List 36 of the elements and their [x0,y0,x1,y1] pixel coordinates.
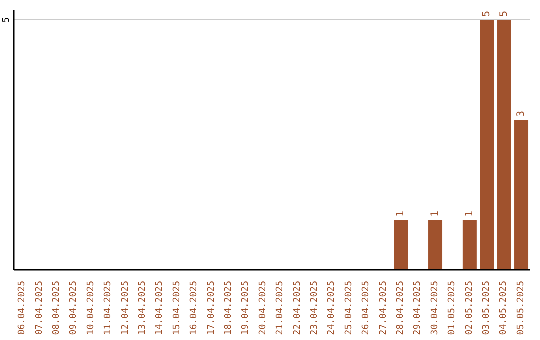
x-tick-label: 19.04.2025 [241,281,252,336]
x-tick-label: 14.04.2025 [155,281,166,336]
data-label: 1 [464,210,476,217]
x-tick-label: 13.04.2025 [138,281,148,336]
x-tick-label: 04.05.2025 [499,281,510,336]
x-tick-label: 25.04.2025 [344,281,354,336]
x-tick-label: 26.04.2025 [362,281,372,336]
x-tick-label: 21.04.2025 [276,281,286,336]
x-tick-label: 29.04.2025 [413,281,424,336]
data-label: 5 [482,10,493,17]
x-tick-label: 20.04.2025 [258,281,268,336]
x-tick-label: 17.04.2025 [206,281,217,336]
x-tick-label: 28.04.2025 [396,281,406,336]
x-tick-label: 23.04.2025 [310,281,320,336]
data-label: 1 [430,210,442,217]
x-tick-label: 15.04.2025 [172,281,182,336]
x-tick-label: 08.04.2025 [52,281,62,336]
x-tick-label: 27.04.2025 [378,281,389,336]
data-label: 3 [516,110,528,117]
x-tick-label: 11.04.2025 [104,281,114,336]
x-tick-label: 01.05.2025 [448,281,458,336]
x-tick-label: 22.04.2025 [292,281,303,336]
x-tick-label: 30.04.2025 [430,281,440,336]
x-tick-label: 07.04.2025 [34,281,45,336]
x-tick-label: 12.04.2025 [120,281,131,336]
x-tick-label: 16.04.2025 [190,281,200,336]
x-tick-label: 05.05.2025 [516,281,526,336]
x-tick-label: 09.04.2025 [69,281,80,336]
x-tick-label: 24.04.2025 [327,281,338,336]
x-tick-label: 03.05.2025 [482,281,492,336]
x-tick-label: 10.04.2025 [86,281,96,336]
x-tick-label: 02.05.2025 [464,281,475,336]
x-tick-label: 18.04.2025 [224,281,234,336]
x-tick-label: 06.04.2025 [18,281,28,336]
data-label: 5 [498,10,510,17]
data-label: 1 [396,210,407,217]
